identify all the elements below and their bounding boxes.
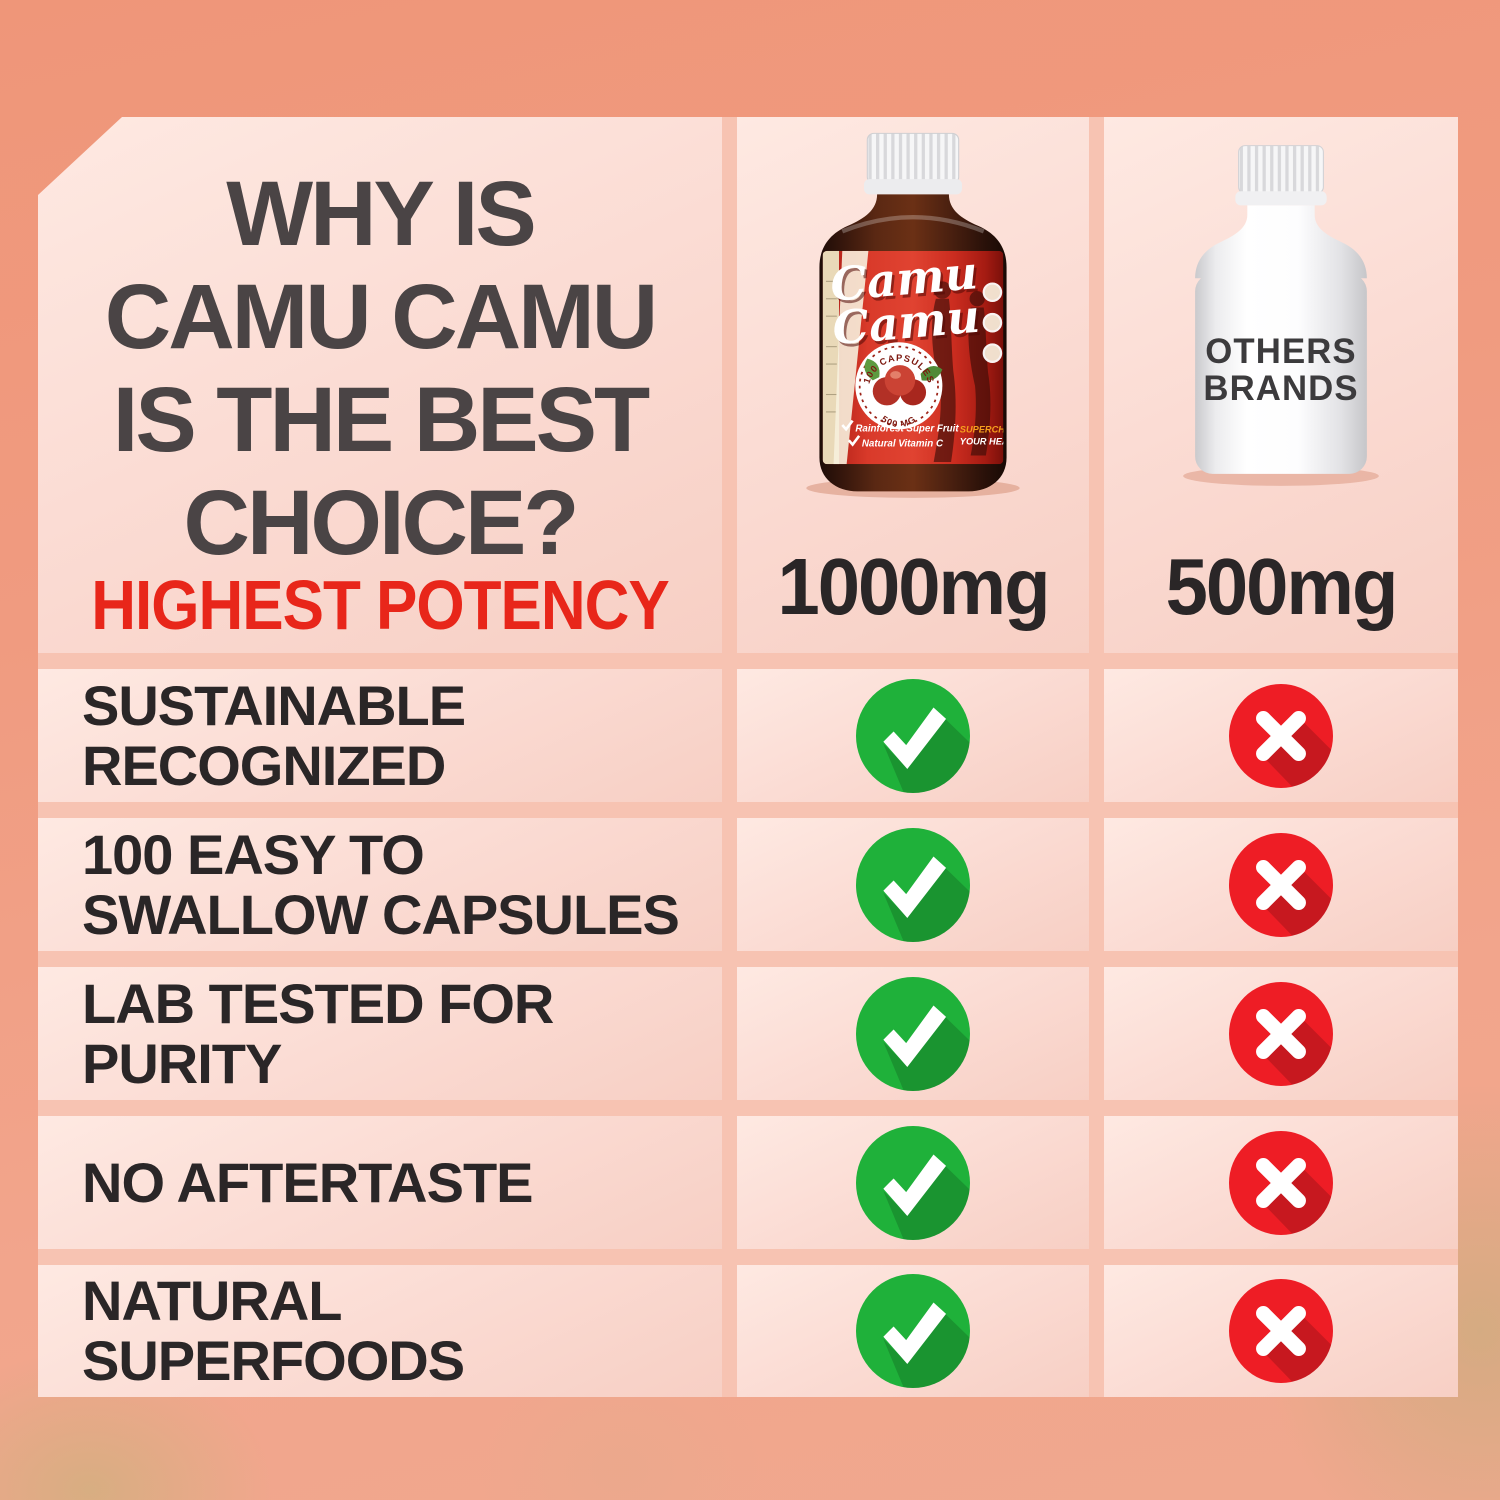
bottle-cap-lip <box>1235 191 1327 206</box>
competitor-header-card: OTHERS BRANDS 500mg <box>1104 117 1458 653</box>
our-product-result-cell <box>737 967 1089 1100</box>
row-label-line-1: LAB TESTED FOR <box>82 971 554 1035</box>
svg-text:500 MG: 500 MG <box>880 414 919 429</box>
row-label-line-2: SUPERFOODS <box>82 1329 465 1392</box>
our-product-result-cell <box>737 818 1089 951</box>
our-product-result-cell <box>737 1265 1089 1397</box>
label-tagline: SUPERCHARGE YOUR HEALTH <box>960 425 1033 447</box>
label-diagonal-stripe <box>833 250 869 465</box>
cross-icon <box>1229 832 1333 937</box>
check-icon <box>856 1274 970 1388</box>
cross-icon <box>1229 1279 1333 1383</box>
capsules-badge: 100 CAPSULES 500 MG <box>855 342 943 430</box>
competitor-result-cell <box>1104 1116 1458 1249</box>
row-label-line-1: SUSTAINABLE <box>82 673 466 737</box>
row-label-line-2: RECOGNIZED <box>82 733 446 797</box>
competitor-result-cell <box>1104 669 1458 802</box>
bottle-cap <box>1238 145 1324 194</box>
comparison-board: WHY IS CAMU CAMU IS THE BEST CHOICE? HIG… <box>38 117 1458 1397</box>
row-label-line-2: PURITY <box>82 1031 282 1095</box>
comparison-row-label-card: SUSTAINABLE RECOGNIZED <box>38 669 722 802</box>
competitor-label: OTHERS BRANDS <box>1203 333 1358 408</box>
competitor-result-cell <box>1104 967 1458 1100</box>
comparison-row-label-card: NO AFTERTASTE <box>38 1116 722 1249</box>
svg-text:Rainforest Super Fruit: Rainforest Super Fruit <box>855 424 959 435</box>
row-label-line-1: NATURAL <box>82 1269 342 1333</box>
page-title-line-4: CHOICE? <box>183 472 580 575</box>
page-title-line-3: IS THE BEST <box>112 369 650 472</box>
runner-silhouettes <box>932 281 991 462</box>
check-icon <box>856 976 970 1091</box>
check-icon <box>856 678 970 793</box>
row-label-line-2: SWALLOW CAPSULES <box>82 882 680 946</box>
svg-text:Natural Vitamin C: Natural Vitamin C <box>862 439 944 450</box>
bottle-body <box>1195 273 1367 474</box>
supplement-facts-sliver <box>822 250 840 465</box>
certification-badges <box>982 282 1003 363</box>
page-title-line-2: CAMU CAMU <box>104 266 658 369</box>
title-card: WHY IS CAMU CAMU IS THE BEST CHOICE? HIG… <box>38 117 722 653</box>
comparison-row-label-card: LAB TESTED FOR PURITY <box>38 967 722 1100</box>
camu-bottle-illustration: Camu Camu Camu Camu <box>777 129 1049 504</box>
check-icon <box>856 1125 970 1240</box>
glass-highlight <box>841 215 985 234</box>
competitor-bottle-illustration: OTHERS BRANDS <box>1156 139 1406 492</box>
check-icon <box>856 827 970 942</box>
cross-icon <box>1229 683 1333 788</box>
row-label-line-1: NO AFTERTASTE <box>82 1150 534 1214</box>
svg-text:SUPERCHARGE: SUPERCHARGE <box>960 425 1033 435</box>
our-product-header-card: Camu Camu Camu Camu <box>737 117 1089 653</box>
bottle-cap-lip <box>864 179 962 195</box>
cross-icon <box>1229 1130 1333 1235</box>
svg-text:YOUR HEALTH: YOUR HEALTH <box>960 437 1026 447</box>
our-product-result-cell <box>737 1116 1089 1249</box>
feature-checklist: Rainforest Super Fruit Natural Vitamin C <box>841 419 959 450</box>
svg-text:OTHERS: OTHERS <box>1205 333 1356 371</box>
bottle-cap <box>866 132 960 184</box>
comparison-row-label-card: 100 EASY TO SWALLOW CAPSULES <box>38 818 722 951</box>
our-product-result-cell <box>737 669 1089 802</box>
highest-potency-label: HIGHEST POTENCY <box>91 567 670 646</box>
page-title-line-1: WHY IS <box>226 163 536 265</box>
brand-script: Camu Camu Camu Camu <box>828 248 984 358</box>
row-label-line-1: 100 EASY TO <box>82 822 425 886</box>
svg-text:Camu: Camu <box>831 248 983 315</box>
competitor-result-cell <box>1104 1265 1458 1397</box>
our-product-dose: 1000mg <box>777 542 1050 632</box>
competitor-result-cell <box>1104 818 1458 951</box>
competitor-dose: 500mg <box>1165 542 1399 632</box>
bottle-neck <box>1195 205 1367 279</box>
comparison-row-label-card: NATURAL SUPERFOODS <box>38 1265 722 1397</box>
cross-icon <box>1229 981 1333 1086</box>
svg-text:BRANDS: BRANDS <box>1203 370 1358 408</box>
